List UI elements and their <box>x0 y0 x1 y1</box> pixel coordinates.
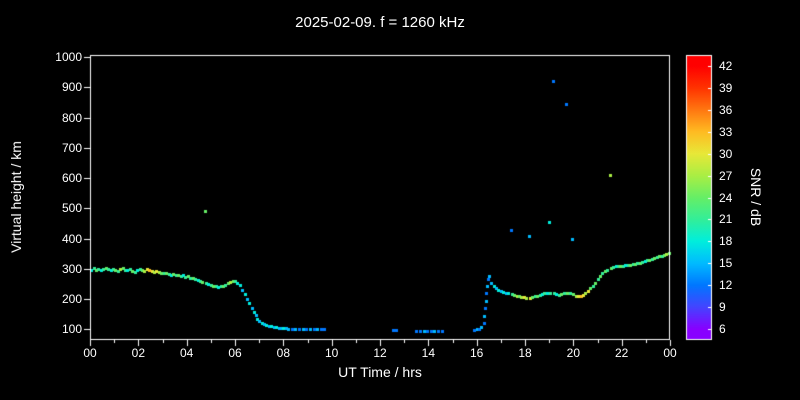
y-tick-label: 600 <box>61 171 82 186</box>
x-tick-label: 14 <box>421 346 436 360</box>
colorbar-tick-label: 9 <box>719 300 726 315</box>
colorbar-tick-label: 24 <box>719 190 733 205</box>
colorbar-tick-label: 33 <box>719 124 733 139</box>
colorbar-tick-label: 6 <box>719 322 726 337</box>
x-tick-label: 10 <box>324 346 339 360</box>
colorbar-tick-label: 36 <box>719 102 733 117</box>
y-tick-label: 500 <box>61 201 82 216</box>
colorbar-tick-label: 18 <box>719 234 733 249</box>
x-tick-label: 08 <box>276 346 291 360</box>
x-tick-label: 00 <box>663 346 677 360</box>
y-tick-label: 300 <box>61 261 82 276</box>
y-tick-label: 900 <box>61 80 82 95</box>
x-tick-label: 02 <box>131 346 146 360</box>
x-axis-label: UT Time / hrs <box>338 364 422 380</box>
colorbar-tick-label: 27 <box>719 168 733 183</box>
colorbar-label: SNR / dB <box>748 167 764 227</box>
y-axis-label: Virtual height / km <box>8 141 24 253</box>
y-tick-label: 100 <box>61 322 82 337</box>
colorbar-tick-label: 12 <box>719 278 733 293</box>
x-tick-label: 04 <box>179 346 194 360</box>
y-tick-label: 200 <box>61 292 82 307</box>
y-tick-label: 1000 <box>55 50 82 65</box>
colorbar-tick-label: 42 <box>719 58 733 73</box>
colorbar-tick-label: 15 <box>719 256 733 271</box>
x-tick-label: 20 <box>566 346 581 360</box>
y-tick-label: 400 <box>61 231 82 246</box>
colorbar-tick-label: 39 <box>719 80 733 95</box>
colorbar-tick-label: 30 <box>719 146 733 161</box>
y-tick-label: 800 <box>61 110 82 125</box>
x-tick-label: 16 <box>469 346 484 360</box>
y-tick-label: 700 <box>61 140 82 155</box>
x-tick-label: 00 <box>83 346 97 360</box>
chart-title: 2025-02-09. f = 1260 kHz <box>295 14 465 31</box>
colorbar-tick-label: 21 <box>719 212 733 227</box>
x-tick-label: 22 <box>614 346 629 360</box>
x-tick-label: 06 <box>228 346 242 360</box>
x-tick-label: 12 <box>373 346 387 360</box>
x-tick-label: 18 <box>518 346 532 360</box>
